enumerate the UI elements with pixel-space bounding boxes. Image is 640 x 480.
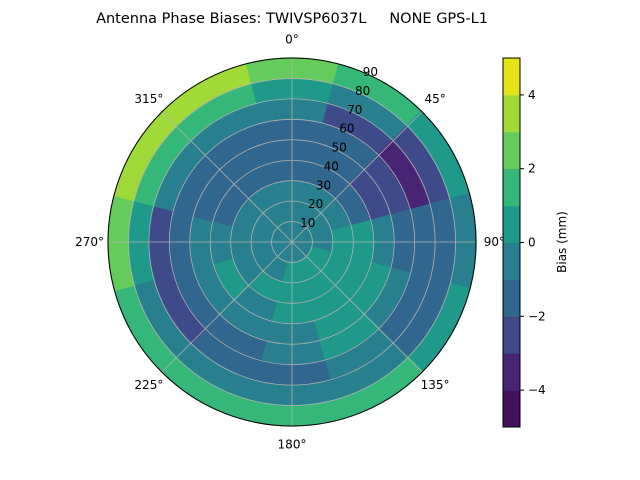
colorbar-tick-label: −2 bbox=[528, 309, 546, 323]
colorbar-tick-label: −4 bbox=[528, 383, 546, 397]
grid-spoke bbox=[291, 241, 423, 373]
grid-spoke bbox=[291, 111, 423, 243]
colorbar-segment bbox=[503, 131, 520, 170]
theta-tick-label: 315° bbox=[134, 92, 163, 106]
tick-labels: 0° 45° 90° 135° 180° 225° 270° 315° 10 20 30 40 50 60… bbox=[75, 33, 505, 452]
grid-spoke bbox=[161, 241, 293, 373]
colorbar-segment bbox=[503, 205, 520, 243]
chart-title: Antenna Phase Biases: TWIVSP6037L NONE G… bbox=[96, 11, 488, 27]
colorbar-segment bbox=[503, 316, 520, 354]
theta-tick-label: 270° bbox=[75, 235, 104, 249]
colorbar-tick-label: 2 bbox=[528, 162, 536, 176]
r-tick-label: 10 bbox=[300, 216, 315, 230]
r-tick-label: 40 bbox=[324, 159, 339, 173]
colorbar-tick-label: 4 bbox=[528, 88, 536, 102]
colorbar: −4 −2 0 2 4 bbox=[502, 57, 546, 428]
colorbar-label: Bias (mm) bbox=[555, 211, 569, 273]
colorbar-segment bbox=[503, 242, 520, 280]
r-tick-label: 70 bbox=[347, 103, 362, 117]
colorbar-segment bbox=[503, 94, 520, 133]
theta-tick-label: 135° bbox=[421, 378, 450, 392]
colorbar-segment bbox=[503, 58, 520, 96]
r-tick-label: 30 bbox=[316, 178, 331, 192]
colorbar-segment bbox=[503, 168, 520, 207]
grid-spoke bbox=[161, 111, 293, 243]
r-tick-label: 50 bbox=[331, 141, 346, 155]
r-tick-label: 20 bbox=[308, 197, 323, 211]
theta-tick-label: 0° bbox=[285, 33, 299, 47]
r-tick-label: 90 bbox=[363, 65, 378, 79]
theta-tick-label: 90° bbox=[484, 235, 505, 249]
polar-frame bbox=[107, 57, 477, 427]
colorbar-segment bbox=[503, 279, 520, 317]
r-tick-label: 80 bbox=[355, 84, 370, 98]
r-tick-label: 60 bbox=[339, 122, 354, 136]
colorbar-segment bbox=[503, 390, 520, 428]
theta-tick-label: 225° bbox=[134, 378, 163, 392]
polar-grid bbox=[107, 57, 477, 427]
theta-tick-label: 45° bbox=[424, 92, 445, 106]
colorbar-tick-label: 0 bbox=[528, 236, 536, 250]
colorbar-segment bbox=[503, 353, 520, 391]
theta-tick-label: 180° bbox=[278, 437, 307, 451]
